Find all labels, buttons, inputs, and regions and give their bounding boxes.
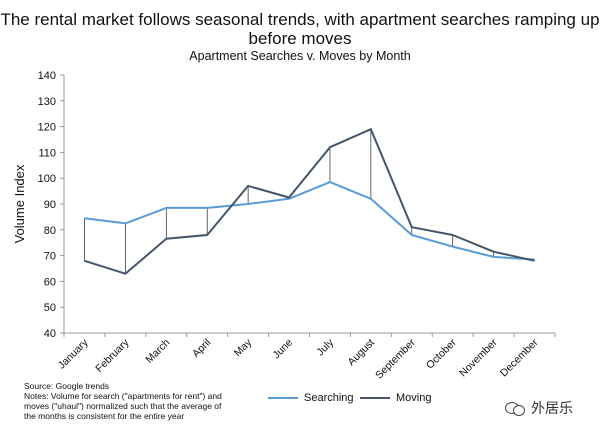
y-tick-label: 60 [44, 276, 56, 288]
y-tick-label: 130 [38, 96, 56, 108]
x-tick-label: September [373, 336, 418, 381]
x-tick-label: July [314, 336, 336, 358]
y-tick-label: 100 [38, 173, 56, 185]
x-tick-label: August [345, 337, 377, 369]
x-tick-label: May [232, 336, 255, 359]
x-tick-label: October [424, 336, 459, 371]
legend-item-searching: Searching [268, 392, 354, 404]
series-line-moving [84, 128, 535, 275]
chart-subtitle: Apartment Searches v. Moves by Month [189, 49, 411, 63]
notes-line-2: moves ("uhaul") normalized such that the… [24, 401, 222, 411]
notes-line-3: the months is consistent for the entire … [24, 411, 185, 421]
x-tick-label: January [56, 336, 91, 371]
y-tick-label: 90 [44, 199, 56, 211]
x-tick-label: December [498, 336, 541, 379]
y-tick-label: 70 [44, 251, 56, 263]
chart-notes: Source: Google trends Notes: Volume for … [24, 381, 254, 421]
series-line-searching [84, 181, 535, 261]
legend-item-moving: Moving [360, 392, 431, 404]
x-tick-label: June [271, 337, 296, 362]
x-tick-label: April [190, 337, 213, 360]
legend-swatch-moving [360, 397, 390, 399]
legend-label-searching: Searching [304, 392, 354, 404]
source-note: Source: Google trends [24, 381, 110, 391]
x-tick-label: November [457, 336, 500, 379]
chart-title: The rental market follows seasonal trend… [0, 10, 600, 48]
y-tick-label: 80 [44, 225, 56, 237]
y-tick-label: 140 [38, 70, 56, 82]
y-tick-label: 110 [38, 147, 56, 159]
notes-line-1: Notes: Volume for search ("apartments fo… [24, 391, 222, 401]
y-axis-label: Volume Index [12, 164, 27, 243]
x-tick-label: February [93, 336, 132, 375]
x-tick-label: March [143, 337, 172, 366]
y-tick-label: 40 [44, 328, 56, 340]
y-tick-label: 120 [38, 122, 56, 134]
legend-label-moving: Moving [396, 392, 432, 404]
chat-bubbles-icon [505, 400, 525, 416]
y-tick-label: 50 [44, 302, 56, 314]
watermark: 外居乐 [505, 398, 573, 418]
watermark-text: 外居乐 [531, 400, 573, 416]
legend-swatch-searching [268, 397, 298, 399]
